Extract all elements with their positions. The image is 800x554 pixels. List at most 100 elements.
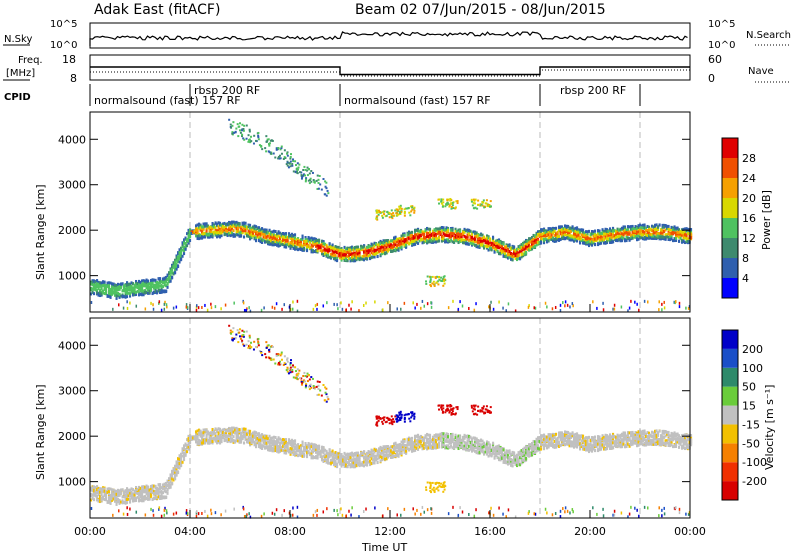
power-cell [480, 237, 483, 241]
power-cell [115, 286, 118, 290]
power-cell [93, 284, 96, 288]
power-cell [151, 291, 154, 295]
velocity-cell [129, 498, 132, 502]
power-cell [622, 230, 625, 234]
cpid-label: CPID [4, 92, 31, 103]
power-cell [349, 257, 352, 261]
power-cell [675, 236, 678, 240]
power-cell [582, 233, 585, 237]
power-cell [280, 235, 283, 239]
power-cell [150, 278, 153, 282]
power-cell [627, 225, 630, 229]
power-cell [379, 241, 382, 245]
power-cell [382, 239, 385, 243]
power-cell [643, 299, 646, 303]
power-cell [151, 281, 154, 285]
power-cell [432, 283, 435, 286]
power-cell [592, 234, 595, 238]
power-cell [633, 227, 636, 231]
power-cell [195, 232, 198, 236]
power-cell [300, 175, 303, 178]
power-cell [409, 241, 412, 245]
power-cell [556, 236, 559, 240]
power-cell [403, 243, 406, 247]
velocity-cell [166, 491, 169, 495]
power-cell [144, 279, 147, 283]
power-cell [106, 294, 109, 298]
power-cell [247, 234, 250, 238]
power-cell [400, 234, 403, 238]
power-cell [466, 230, 469, 234]
velocity-cell [195, 430, 198, 434]
power-cell [410, 205, 413, 208]
power-cell [643, 235, 646, 239]
power-cell [532, 233, 535, 237]
power-cell [207, 235, 210, 239]
power-cell [643, 230, 646, 234]
power-cell [327, 249, 330, 253]
power-cell [652, 236, 655, 240]
power-cell [196, 228, 199, 232]
power-cell [613, 236, 616, 240]
power-cell [241, 123, 244, 126]
power-cell [363, 254, 366, 258]
power-cell [337, 307, 339, 311]
power-cell [541, 232, 544, 236]
power-cell [287, 166, 290, 169]
power-cell [411, 233, 414, 237]
power-cell [477, 203, 480, 206]
power-cell [307, 179, 310, 182]
velocity-cell [108, 491, 111, 495]
power-cell [408, 211, 411, 214]
power-cell [630, 299, 632, 303]
velocity-cell [102, 487, 105, 491]
power-cell [270, 239, 273, 243]
power-cell [486, 246, 489, 250]
power-cell [105, 285, 108, 289]
power-cell [607, 237, 610, 241]
power-cell [174, 264, 177, 268]
power-cell [187, 241, 190, 245]
power-cell [453, 240, 456, 244]
power-cell [223, 228, 226, 232]
power-cell [538, 241, 541, 245]
power-cell [586, 237, 589, 241]
power-cell [562, 231, 565, 235]
power-cell [510, 251, 513, 255]
power-cell [298, 239, 301, 243]
power-cell [535, 235, 538, 239]
power-cell [318, 240, 321, 244]
velocity-cell [126, 492, 129, 496]
power-cell [351, 252, 354, 256]
power-cell [673, 239, 676, 243]
power-cell [105, 290, 108, 294]
power-cell [196, 236, 199, 240]
power-cell [133, 287, 136, 291]
velocity-cell [108, 489, 111, 493]
power-cell [552, 239, 555, 243]
velocity-cell [205, 428, 208, 432]
power-cell [150, 281, 153, 285]
power-cell [285, 238, 288, 242]
power-cell [461, 304, 464, 308]
power-cell [619, 227, 622, 231]
power-cell [631, 232, 634, 236]
power-cell [534, 239, 537, 243]
power-cell [498, 252, 501, 256]
power-cell [195, 224, 198, 228]
power-cell [312, 241, 315, 245]
power-cell [413, 211, 416, 214]
velocity-cell [103, 491, 106, 495]
power-cell [475, 243, 478, 247]
power-cell [523, 244, 526, 248]
power-cell [666, 235, 669, 239]
power-cell [496, 241, 499, 245]
power-cell [283, 236, 286, 240]
power-cell [469, 241, 472, 245]
velocity-cell [120, 488, 123, 492]
power-cell [148, 285, 151, 289]
power-cell [127, 285, 130, 289]
power-cell [328, 242, 331, 246]
power-cell [243, 235, 246, 239]
power-cell [126, 291, 129, 295]
